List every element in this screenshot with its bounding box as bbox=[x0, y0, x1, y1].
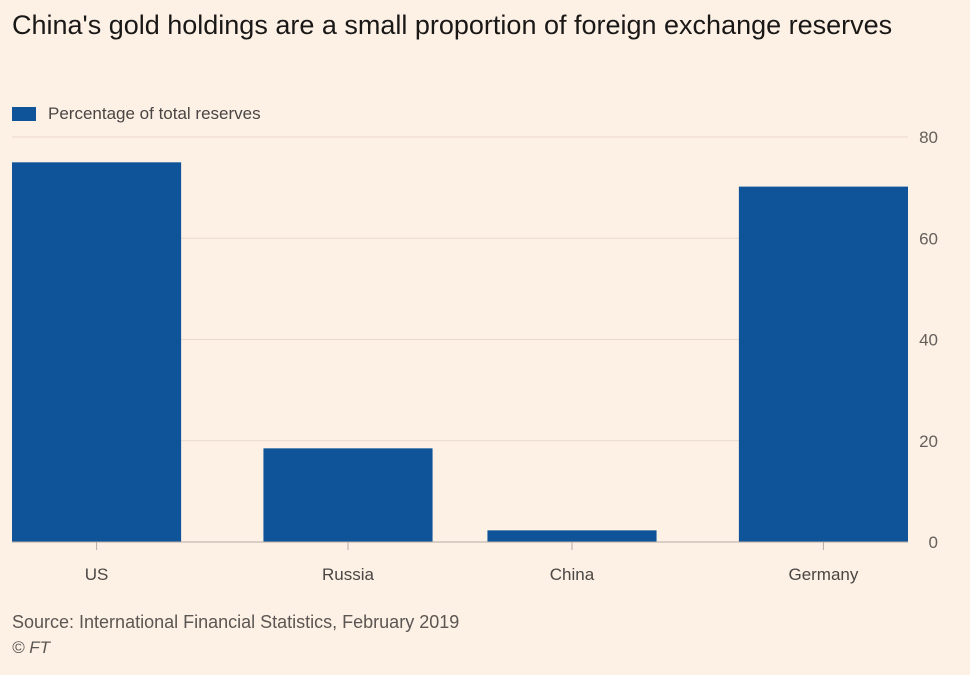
bar-us bbox=[12, 162, 182, 542]
y-tick-label: 0 bbox=[929, 533, 938, 552]
x-tick-label: US bbox=[85, 565, 109, 584]
chart-title: China's gold holdings are a small propor… bbox=[12, 10, 893, 40]
x-tick-label: Germany bbox=[788, 565, 858, 584]
legend-swatch bbox=[12, 107, 36, 121]
bar-china bbox=[487, 530, 657, 542]
legend: Percentage of total reserves bbox=[12, 104, 261, 124]
legend-label: Percentage of total reserves bbox=[48, 104, 261, 123]
y-tick-label: 40 bbox=[919, 331, 938, 350]
y-tick-label: 20 bbox=[919, 432, 938, 451]
bar-germany bbox=[738, 186, 908, 543]
credit-note: © FT bbox=[12, 638, 51, 657]
y-tick-label: 60 bbox=[919, 229, 938, 248]
x-tick-label: Russia bbox=[322, 565, 375, 584]
bar-russia bbox=[263, 448, 433, 542]
y-tick-label: 80 bbox=[919, 128, 938, 147]
source-note: Source: International Financial Statisti… bbox=[12, 612, 460, 632]
x-tick-label: China bbox=[550, 565, 595, 584]
